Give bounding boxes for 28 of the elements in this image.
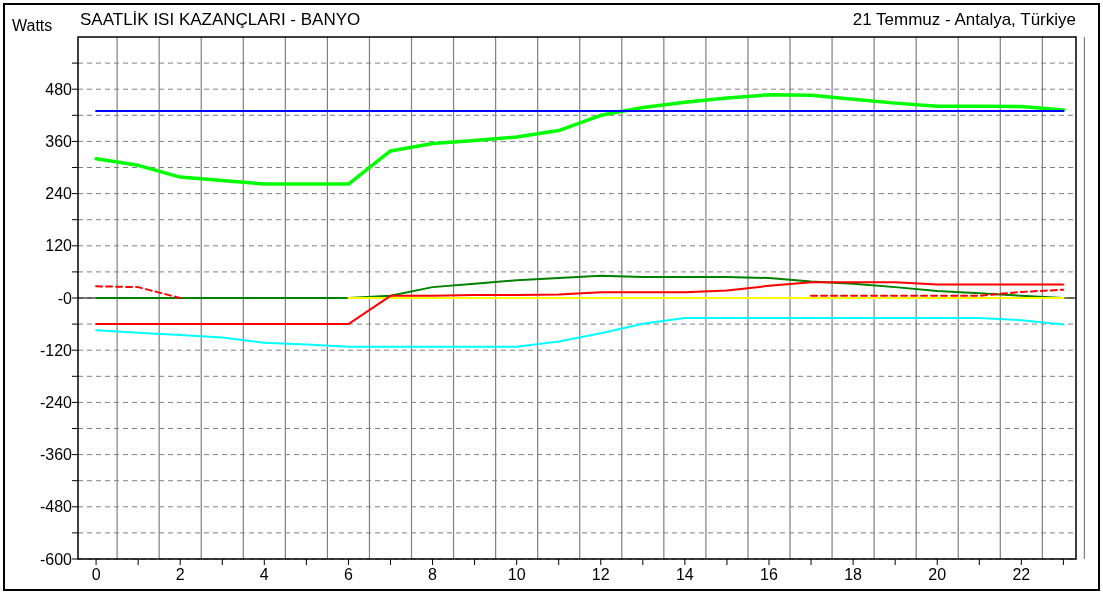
line-series: [95, 281, 1065, 326]
line-series: [95, 317, 1065, 348]
x-tick-label: 0: [91, 566, 101, 583]
chart-title: SAATLİK ISI KAZANÇLARI - BANYO: [80, 10, 361, 29]
x-tick-label: 2: [175, 566, 185, 583]
x-tick-label: 14: [675, 566, 694, 583]
x-tick-label: 4: [259, 566, 269, 583]
x-tick-label: 6: [343, 566, 353, 583]
y-axis-title: Watts: [12, 17, 53, 34]
y-tick-label: 480: [45, 80, 73, 98]
y-tick-label: -120: [39, 341, 73, 359]
x-tick-label: 8: [428, 566, 438, 583]
chart-subtitle: 21 Temmuz - Antalya, Türkiye: [852, 10, 1076, 29]
y-tick-label: -240: [39, 394, 73, 411]
line-series: [94, 93, 1066, 186]
y-tick-label: -0: [57, 289, 73, 307]
x-tick-label: 10: [507, 566, 526, 583]
x-tick-label: 18: [844, 566, 863, 583]
x-tick-label: 12: [591, 566, 610, 583]
y-tick-label: -480: [39, 498, 73, 516]
y-tick-label: 120: [45, 237, 73, 255]
y-tick-label: -360: [39, 446, 73, 464]
y-tick-label: 240: [45, 185, 73, 203]
y-tick-label: 360: [45, 133, 73, 150]
x-tick-label: 22: [1012, 566, 1031, 583]
x-tick-label: 20: [928, 566, 947, 583]
x-tick-label: 16: [760, 566, 778, 583]
y-tick-label: -600: [39, 550, 73, 568]
